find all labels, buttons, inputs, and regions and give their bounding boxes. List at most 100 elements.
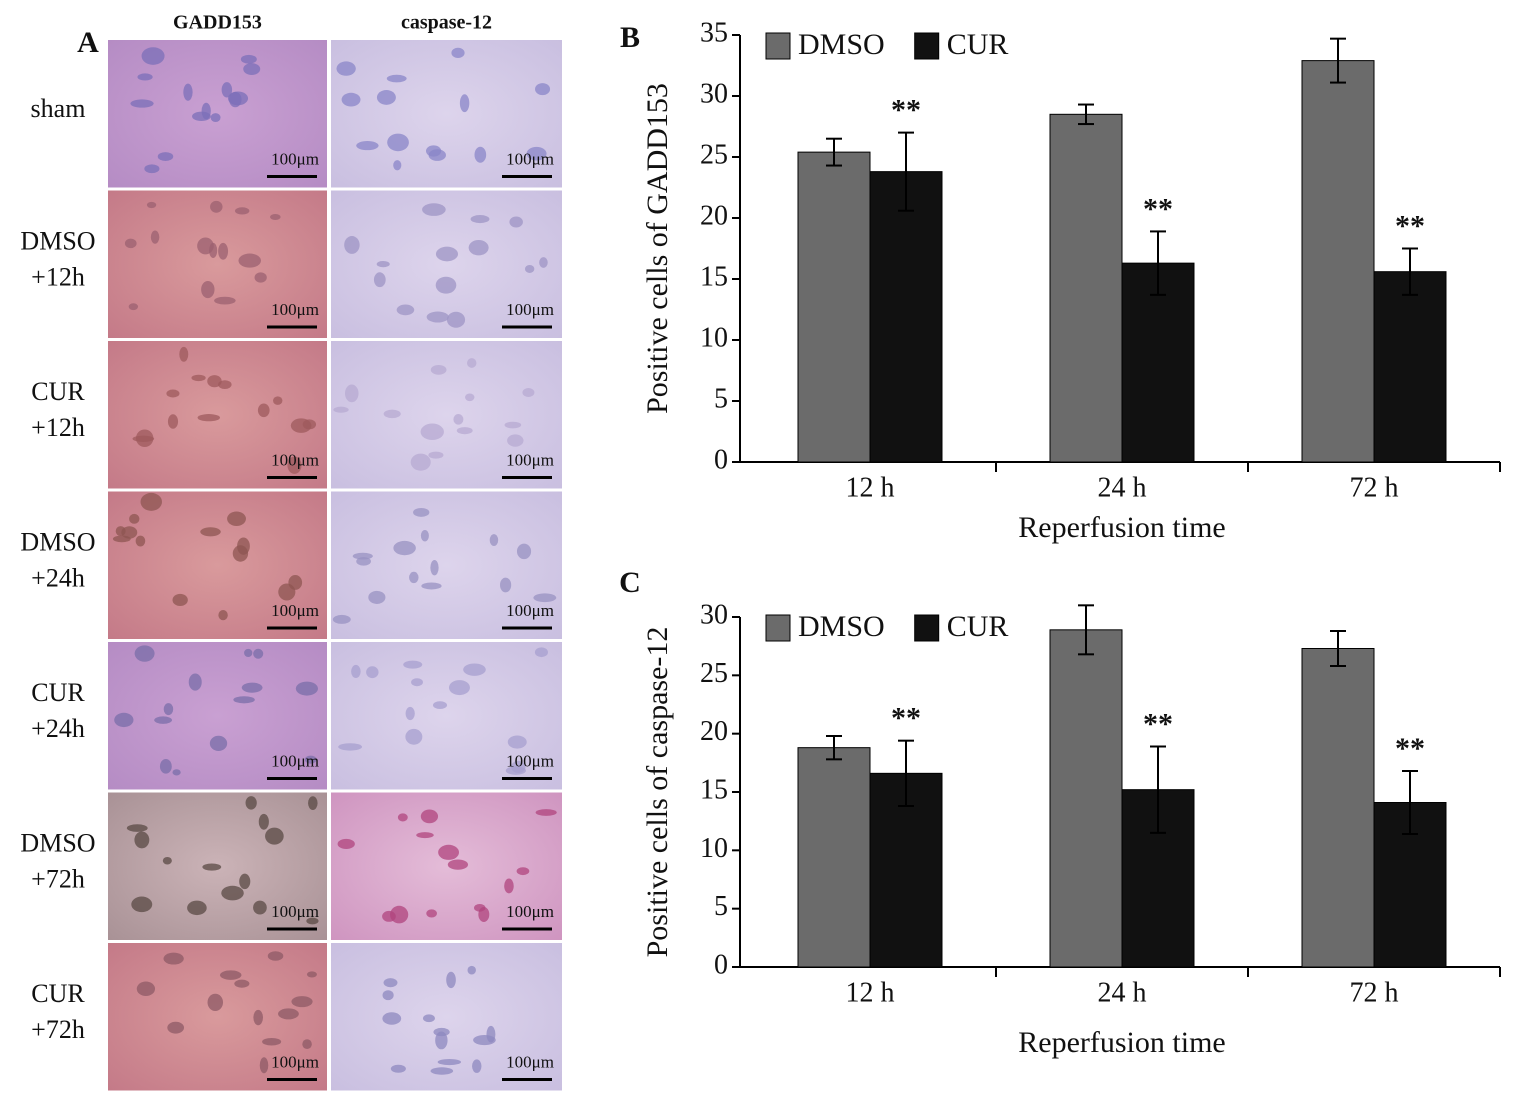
cell <box>287 456 302 474</box>
cell <box>144 164 160 174</box>
error-bar <box>898 739 914 807</box>
cell <box>207 993 224 1012</box>
x-tick-label: 72 h <box>1350 472 1399 503</box>
micrograph <box>108 491 327 639</box>
cell <box>227 91 249 106</box>
cell <box>207 375 222 388</box>
bar <box>797 747 871 968</box>
cell <box>351 664 361 678</box>
legend-label: DMSO <box>798 610 885 643</box>
error-bar <box>1078 604 1094 656</box>
cell <box>467 965 476 975</box>
cell <box>524 265 535 273</box>
scale-label: 100μm <box>271 902 319 921</box>
scale-label: 100μm <box>506 149 554 168</box>
x-tick-label: 72 h <box>1350 977 1399 1008</box>
cell <box>126 824 148 832</box>
error-bar <box>1150 745 1166 834</box>
bar <box>869 171 943 463</box>
cell <box>114 712 134 728</box>
cell <box>258 813 269 830</box>
row-label: +24h <box>31 714 85 743</box>
error-bar <box>1150 230 1166 296</box>
y-axis-title: Positive cells of GADD153 <box>641 83 674 414</box>
legend-label: CUR <box>947 610 1009 643</box>
cell <box>121 526 138 539</box>
micrograph <box>331 190 562 338</box>
cell <box>154 716 172 724</box>
cell <box>382 1012 402 1025</box>
cell <box>459 94 470 113</box>
cell <box>131 896 153 913</box>
cell <box>432 701 448 710</box>
cell <box>393 160 402 171</box>
cell <box>499 577 512 593</box>
cell <box>478 906 490 923</box>
cell <box>220 970 242 980</box>
cell <box>446 311 466 328</box>
bar <box>1373 271 1447 463</box>
cell <box>233 696 255 704</box>
cell <box>416 832 434 839</box>
row-label: DMSO <box>20 829 95 858</box>
cell <box>253 1009 263 1026</box>
cell <box>227 511 246 527</box>
cell <box>376 260 390 268</box>
cell <box>254 272 267 283</box>
significance: ** <box>891 702 921 735</box>
y-tick-label: 25 <box>700 658 728 689</box>
cell <box>191 374 206 382</box>
cell <box>422 1014 435 1023</box>
cell <box>253 900 267 915</box>
x-tick-label: 24 h <box>1098 472 1147 503</box>
scale-label: 100μm <box>271 450 319 469</box>
cell <box>129 513 140 524</box>
cell <box>356 140 379 151</box>
cell <box>446 971 456 989</box>
row-label: CUR <box>31 979 85 1008</box>
cell <box>467 358 477 368</box>
cell <box>453 413 464 425</box>
cell <box>136 981 156 997</box>
cell <box>352 552 373 560</box>
y-tick-label: 30 <box>700 78 728 109</box>
cell <box>390 905 409 924</box>
cell <box>137 73 153 81</box>
y-tick-label: 35 <box>700 17 728 48</box>
micrograph <box>331 40 562 188</box>
y-tick-label: 20 <box>700 200 728 231</box>
cell <box>241 682 263 693</box>
cell <box>368 590 386 604</box>
cell <box>507 735 527 749</box>
cell <box>135 429 154 448</box>
cell <box>134 831 150 849</box>
cell <box>201 280 215 299</box>
cell <box>332 614 351 624</box>
cell <box>341 92 361 107</box>
y-tick-label: 20 <box>700 716 728 747</box>
cell <box>128 303 139 311</box>
cell <box>245 796 257 810</box>
cell <box>337 838 355 850</box>
cell <box>539 257 548 268</box>
cell <box>162 856 172 865</box>
cell <box>141 47 165 65</box>
cell <box>188 673 202 691</box>
cell <box>240 54 257 64</box>
scale-label: 100μm <box>271 300 319 319</box>
cell <box>344 384 359 403</box>
scale-label: 100μm <box>271 601 319 620</box>
cell <box>390 1064 406 1073</box>
cell <box>405 706 415 721</box>
cell <box>163 952 184 965</box>
bar <box>797 151 871 463</box>
cell <box>421 582 442 590</box>
cell <box>386 74 407 83</box>
y-tick-label: 10 <box>700 833 728 864</box>
cell <box>234 207 250 215</box>
cell <box>202 863 222 871</box>
bar <box>1049 629 1123 968</box>
cell <box>163 703 174 716</box>
cell <box>387 133 409 152</box>
cell <box>438 844 459 860</box>
